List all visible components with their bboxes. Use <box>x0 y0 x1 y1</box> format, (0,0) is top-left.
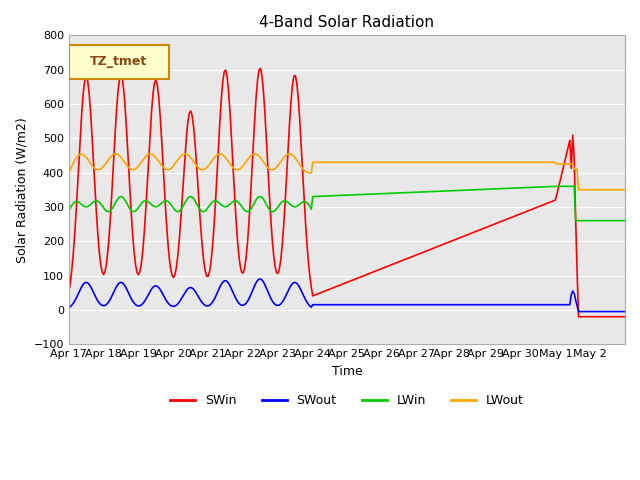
X-axis label: Time: Time <box>332 365 362 378</box>
Y-axis label: Solar Radiation (W/m2): Solar Radiation (W/m2) <box>15 117 28 263</box>
Legend: SWin, SWout, LWin, LWout: SWin, SWout, LWin, LWout <box>165 389 529 412</box>
FancyBboxPatch shape <box>68 45 169 79</box>
Text: TZ_tmet: TZ_tmet <box>90 55 147 68</box>
Title: 4-Band Solar Radiation: 4-Band Solar Radiation <box>259 15 435 30</box>
